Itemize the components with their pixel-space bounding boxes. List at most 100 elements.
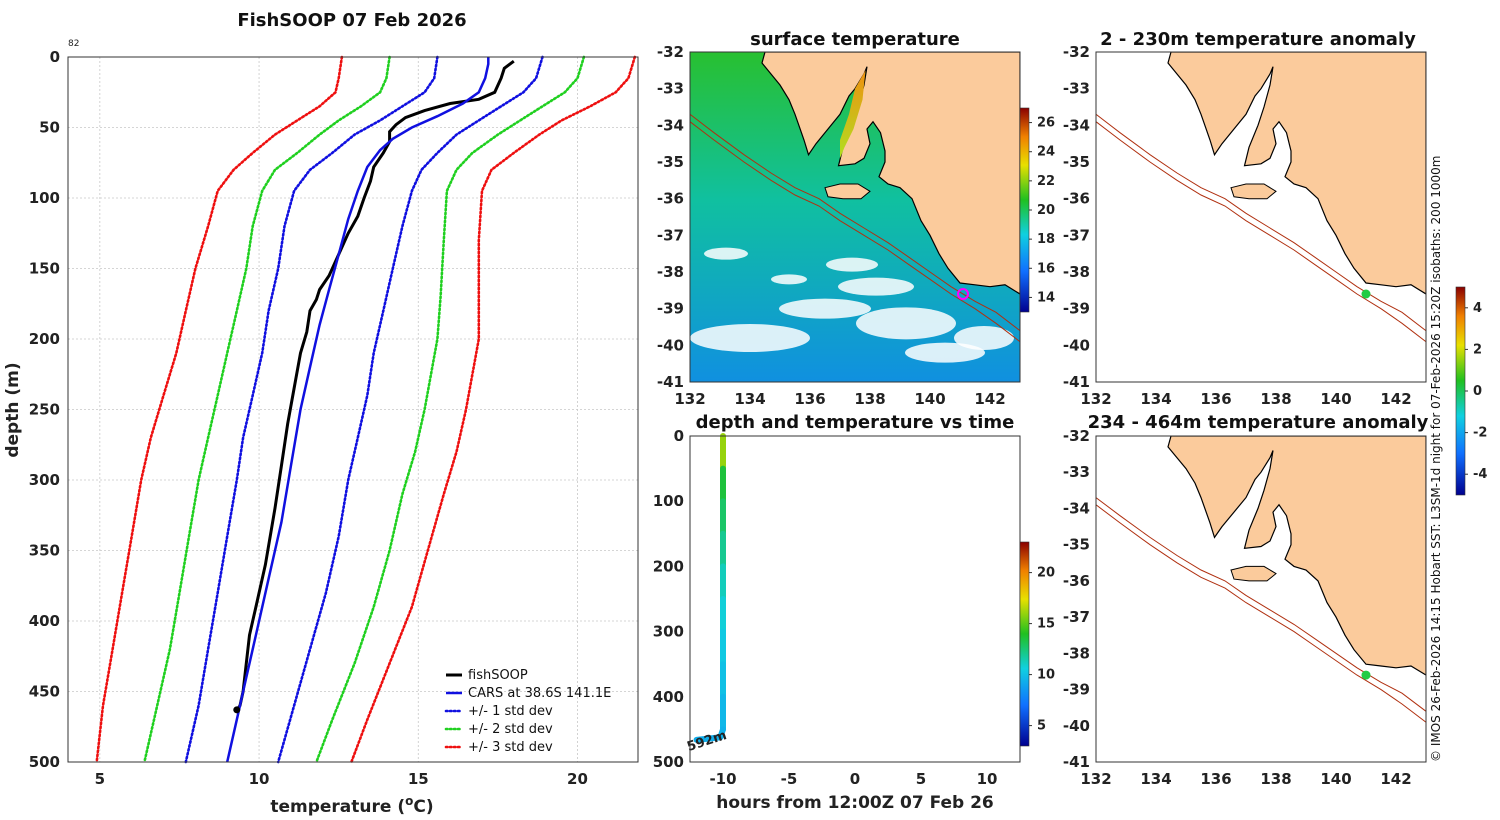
profile-x-tick-label: 5 xyxy=(95,770,105,788)
sst-map-y-tick-label: -38 xyxy=(657,263,684,281)
anom-shallow-x-tick-label: 136 xyxy=(1200,390,1231,408)
legend-label: +/- 3 std dev xyxy=(468,740,553,755)
sst-map-cloud-mask xyxy=(905,342,985,363)
sst-map-x-tick-label: 140 xyxy=(914,390,945,408)
sst-map-isobath-1000 xyxy=(690,121,1020,343)
sst-map-y-tick-label: -37 xyxy=(657,226,684,244)
anom-shallow-y-tick-label: -41 xyxy=(1063,373,1090,391)
sst-map-x-tick-label: 138 xyxy=(854,390,885,408)
series-line xyxy=(95,55,344,764)
anom-deep-y-tick-label: -39 xyxy=(1063,681,1090,699)
anom-colorbar xyxy=(1455,286,1466,496)
profile-panel: FishSOOP 07 Feb 2026 82 5 10 15 20 0 50 100 15… xyxy=(3,10,639,817)
series-line xyxy=(315,55,586,764)
anom-deep-x-tick-label: 134 xyxy=(1140,770,1171,788)
sst-map-y-tick-label: -34 xyxy=(657,116,684,134)
anom-shallow-y-tick-label: -36 xyxy=(1063,190,1090,208)
credit-text: © IMOS 26-Feb-2026 14:15 Hobart SST: L3S… xyxy=(1429,156,1443,763)
colorbar-tick-label: 20 xyxy=(1037,566,1055,581)
depth-time-x-tick-label: 5 xyxy=(916,770,926,788)
sst-map-body xyxy=(690,52,1020,382)
depth-time-y-tick-label: 200 xyxy=(653,557,684,575)
sst-colorbar xyxy=(1019,107,1030,313)
profile-x-label: temperature (oC) xyxy=(270,794,433,817)
anom-shallow-title: 2 - 230m temperature anomaly xyxy=(1100,29,1416,50)
anom-deep-y-tick-label: -37 xyxy=(1063,608,1090,626)
colorbar-tick-label: 10 xyxy=(1037,668,1055,683)
colorbar-tick-label: 4 xyxy=(1473,301,1482,316)
anom-deep-y-tick-label: -40 xyxy=(1063,717,1090,735)
sst-map-cloud-mask xyxy=(771,274,807,285)
profile-y-label: depth (m) xyxy=(3,362,23,457)
anom-deep-ticks: 132 134 136 138 140 142 -32 -33 -34 -35 -36 -37 -38 -… xyxy=(1063,427,1412,788)
profile-y-tick-label: 500 xyxy=(29,753,60,771)
profile-y-tick-label: 150 xyxy=(29,260,60,278)
anom-shallow-ticks: 132 134 136 138 140 142 -32 -33 -34 -35 -36 -37 -38 -… xyxy=(1063,43,1412,408)
anom-shallow-x-tick-label: 142 xyxy=(1380,390,1411,408)
anom-shallow-x-tick-label: 134 xyxy=(1140,390,1171,408)
sst-map-y-tick-label: -39 xyxy=(657,300,684,318)
colorbar-tick-label: 0 xyxy=(1473,384,1482,399)
anom-deep-y-tick-label: -32 xyxy=(1063,427,1090,445)
colorbar-tick-label: 5 xyxy=(1037,719,1046,734)
anom-deep-x-tick-label: 136 xyxy=(1200,770,1231,788)
anom-shallow-isobath-1000 xyxy=(1096,121,1426,343)
profile-corner-label: 82 xyxy=(68,39,79,49)
profile-x-ticks: 5 10 15 20 xyxy=(95,770,588,788)
anom-deep-x-tick-label: 142 xyxy=(1380,770,1411,788)
sst-map-y-tick-label: -32 xyxy=(657,43,684,61)
depth-time-colorbar-ticks: 5 10 15 20 xyxy=(1029,566,1055,734)
profile-series xyxy=(95,55,637,764)
series-line xyxy=(143,55,391,764)
profile-y-tick-label: 100 xyxy=(29,189,60,207)
anom-shallow-y-tick-label: -40 xyxy=(1063,336,1090,354)
colorbar-tick-label: 18 xyxy=(1037,232,1055,247)
anom-shallow-frame xyxy=(1095,51,1427,383)
depth-time-y-tick-label: 100 xyxy=(653,492,684,510)
depth-time-x-tick-label: 0 xyxy=(850,770,860,788)
sst-map-cloud-mask xyxy=(856,307,956,340)
anom-deep-x-tick-label: 132 xyxy=(1080,770,1111,788)
anom-deep-station-marker xyxy=(1361,670,1371,680)
anom-shallow-x-tick-label: 132 xyxy=(1080,390,1111,408)
anom-shallow-y-tick-label: -39 xyxy=(1063,300,1090,318)
profile-y-tick-label: 300 xyxy=(29,471,60,489)
sst-map-gulf-warm xyxy=(840,70,866,159)
depth-time-frame xyxy=(689,435,1021,763)
anom-deep-isobath-1000 xyxy=(1096,504,1426,723)
profile-y-tick-label: 350 xyxy=(29,542,60,560)
profile-x-label-main: temperature ( xyxy=(270,797,405,817)
depth-time-segment xyxy=(693,735,713,743)
anom-shallow-x-tick-label: 140 xyxy=(1320,390,1351,408)
series-line xyxy=(276,55,544,764)
anom-colorbar-ticks: 4 2 0 -2 -4 xyxy=(1465,301,1487,482)
anom-deep-panel: 234 - 464m temperature anomaly 132 134 136… xyxy=(1063,412,1429,788)
colorbar-tick-label: -4 xyxy=(1473,467,1487,482)
sst-map-cloud-mask xyxy=(838,277,914,296)
legend-label: CARS at 38.6S 141.1E xyxy=(468,686,611,701)
colorbar-tick-label: 15 xyxy=(1037,617,1055,632)
sst-map-x-tick-label: 136 xyxy=(794,390,825,408)
profile-x-tick-label: 10 xyxy=(249,770,270,788)
sst-map-x-tick-label: 142 xyxy=(974,390,1005,408)
colorbar-tick-label: -2 xyxy=(1473,426,1487,441)
anom-shallow-y-tick-label: -37 xyxy=(1063,226,1090,244)
sst-map-cloud-mask xyxy=(704,247,748,260)
sst-map-ticks: 132 134 136 138 140 142 -32 -33 -34 -35 -36 -37 -38 -… xyxy=(657,43,1006,408)
profile-legend: fishSOOP CARS at 38.6S 141.1E +/- 1 std de… xyxy=(444,668,611,755)
colorbar-tick-label: 26 xyxy=(1037,116,1055,131)
depth-time-x-tick-label: 10 xyxy=(977,770,998,788)
anom-deep-body xyxy=(1096,436,1426,762)
depth-time-y-tick-label: 300 xyxy=(653,623,684,641)
profile-y-tick-label: 400 xyxy=(29,612,60,630)
anom-shallow-isobath-200 xyxy=(1096,113,1426,332)
profile-x-tick-label: 15 xyxy=(408,770,429,788)
depth-time-annotation: 592m xyxy=(685,728,728,755)
sst-map-panel: surface temperature 132 134 136 138 140 142 -3… xyxy=(657,29,1055,408)
colorbar-tick-label: 20 xyxy=(1037,203,1055,218)
series-line xyxy=(184,55,439,764)
anom-deep-y-tick-label: -41 xyxy=(1063,753,1090,771)
anom-deep-island xyxy=(1230,565,1277,582)
